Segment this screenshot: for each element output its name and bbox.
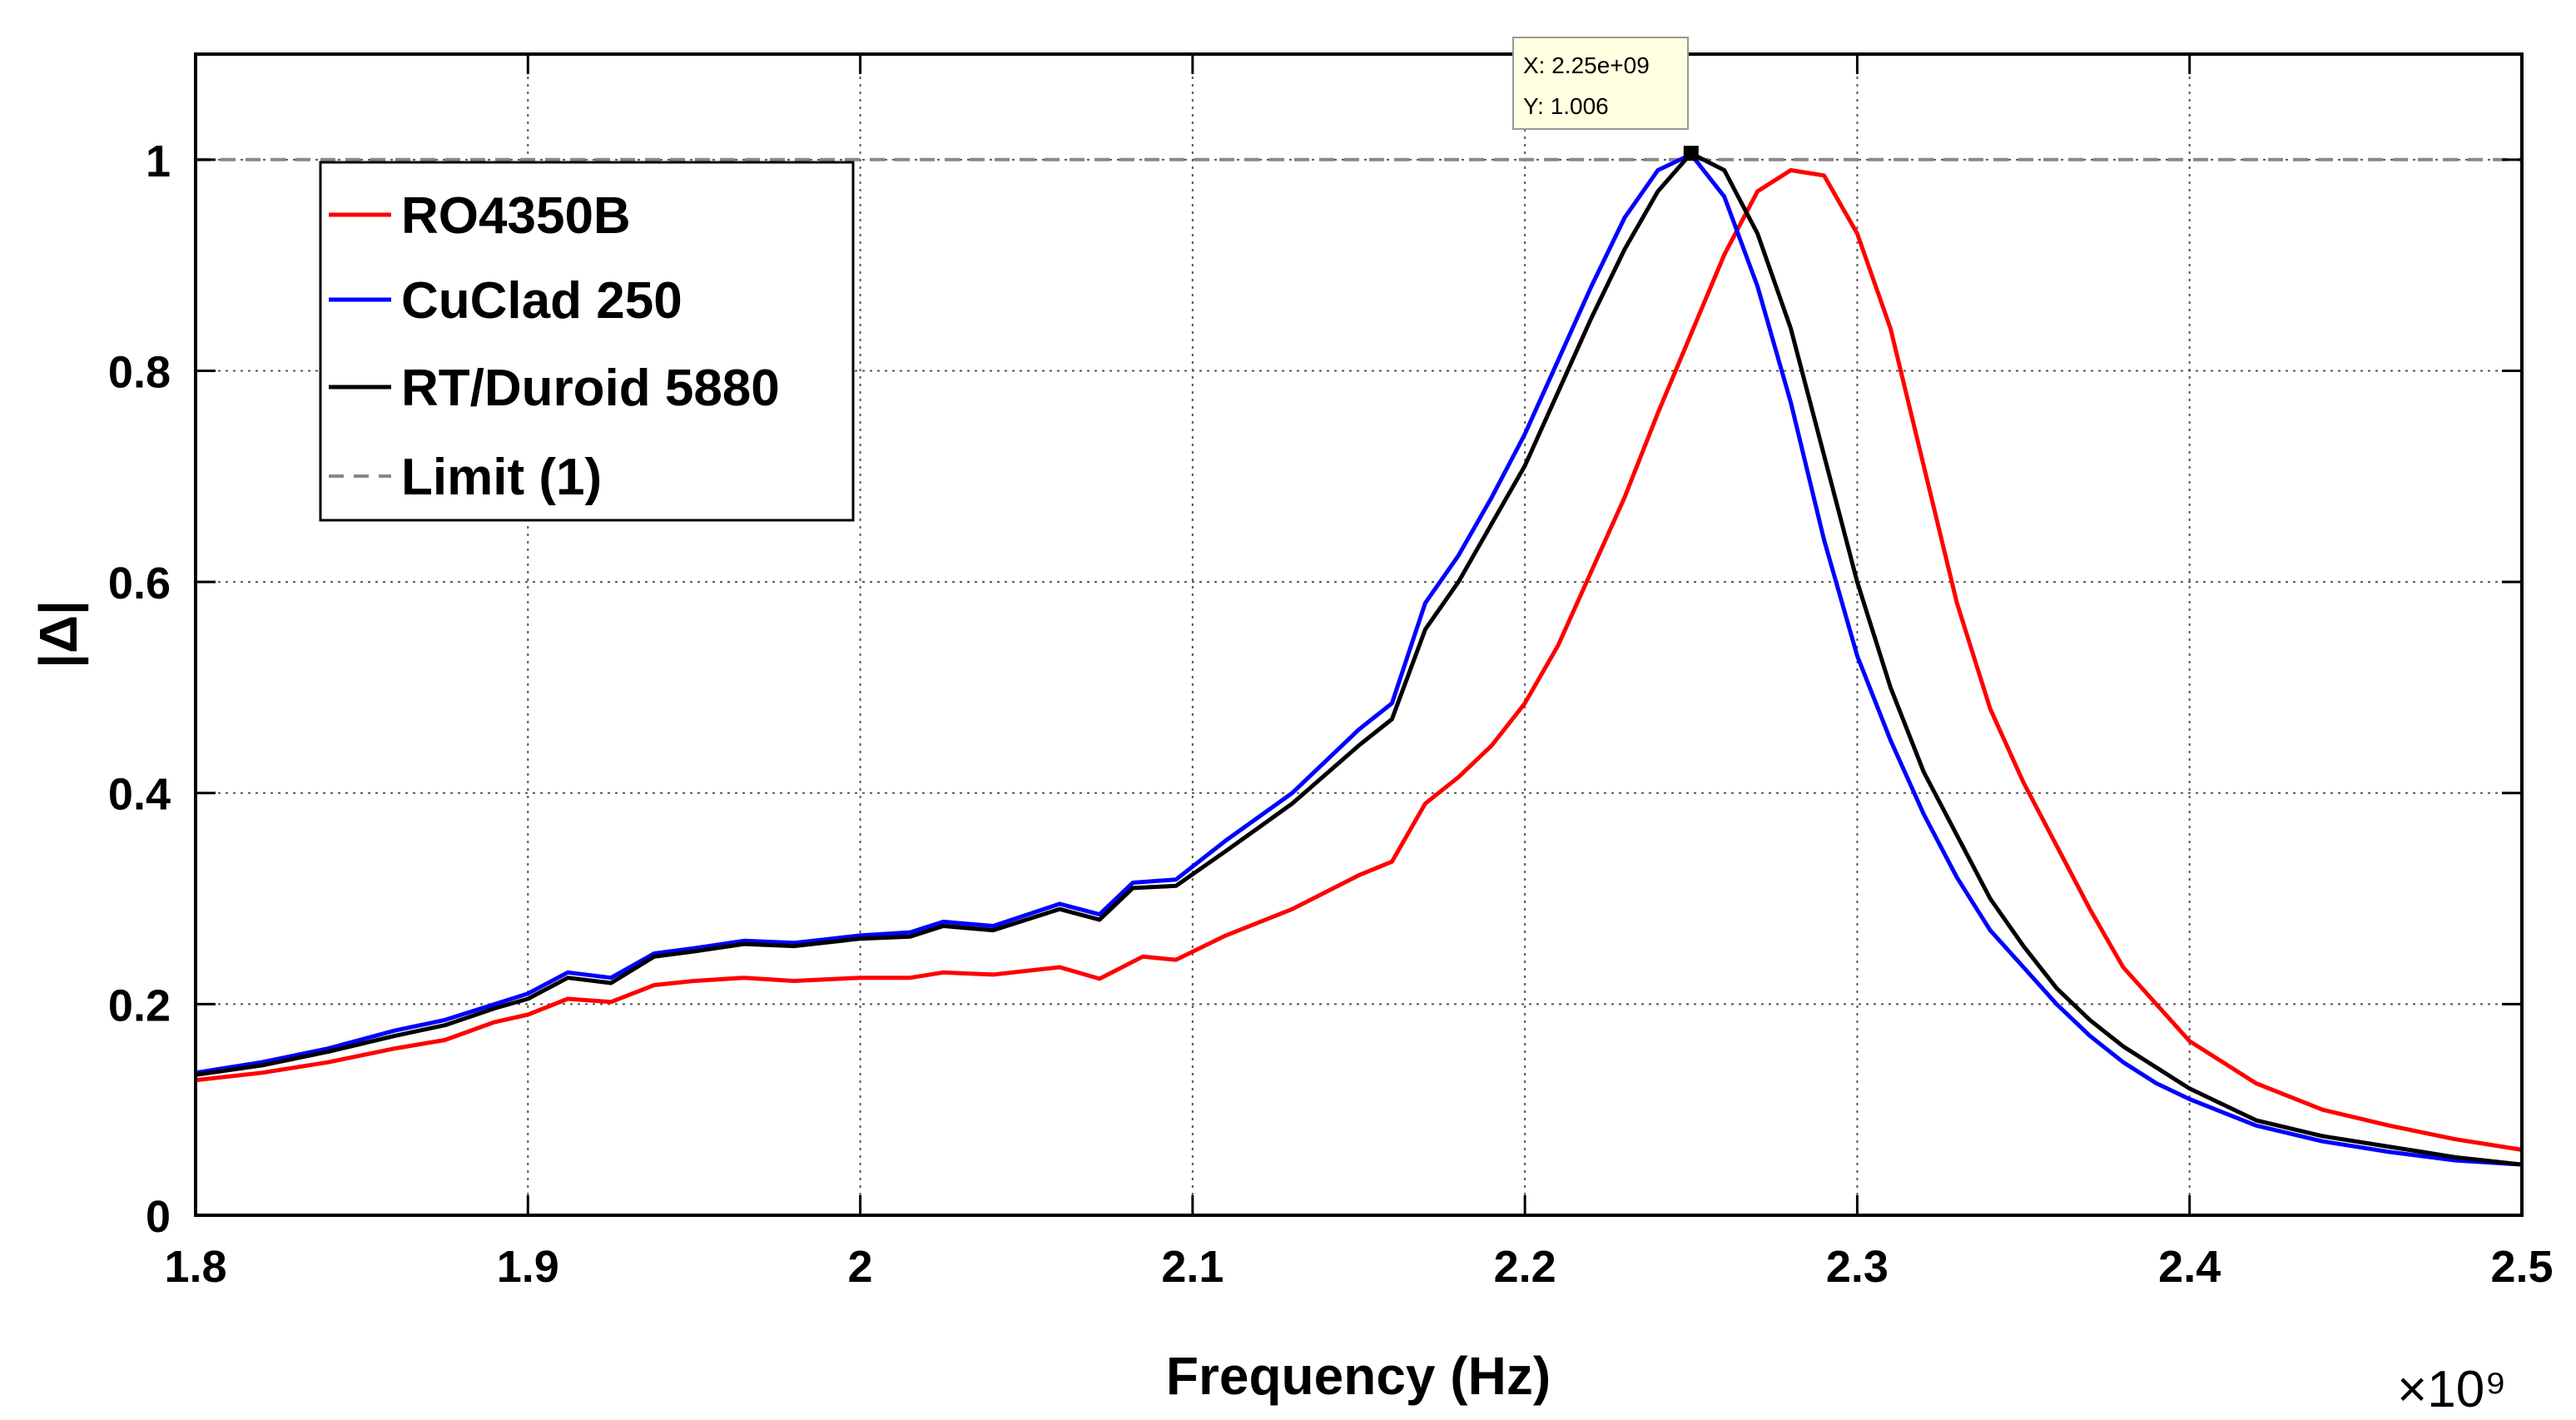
y-tick-label: 0.2 [108,981,171,1030]
series-line-ro4350b [195,168,2523,1152]
x-tick-label: 2.5 [2490,1242,2553,1292]
x-tick-label: 2 [848,1242,873,1292]
legend-label: CuClad 250 [401,272,682,330]
data-tip-x: X: 2.25e+09 [1523,52,1650,78]
x-tick-label: 2.4 [2158,1242,2221,1292]
y-tick-labels: 0 0.2 0.4 0.6 0.8 1 [108,137,171,1242]
plot-frame [194,52,2524,1217]
x-tick-label: 2.3 [1826,1242,1889,1292]
data-tip-y: Y: 1.006 [1523,93,1609,119]
y-tick-label: 0 [146,1192,171,1242]
y-tick-label: 0.8 [108,347,171,397]
ticks [194,54,2524,1217]
x-tick-label: 2.1 [1161,1242,1223,1292]
data-tip[interactable]: X: 2.25e+09 Y: 1.006 [1512,37,1699,161]
legend-label: RO4350B [401,187,631,245]
series-layer [195,151,2523,1167]
data-tip-box [1512,37,1689,130]
series-line-cuclad-250 [195,152,2523,1167]
x-tick-labels: 1.8 1.9 2 2.1 2.2 2.3 2.4 2.5 [164,1242,2553,1292]
legend-label: RT/Duroid 5880 [401,360,780,417]
y-axis-label: |Δ| [28,600,89,668]
x-tick-label: 1.9 [497,1242,559,1292]
x-multiplier-label: ×10⁹ [2397,1361,2507,1418]
x-tick-label: 2.2 [1494,1242,1556,1292]
x-axis-label: Frequency (Hz) [1166,1346,1551,1406]
series-line-rt-duroid-5880 [195,151,2523,1167]
y-tick-label: 1 [146,137,171,186]
y-tick-label: 0.6 [108,559,171,608]
legend: RO4350B CuClad 250 RT/Duroid 5880 Limit (1) [319,161,855,522]
legend-box [319,161,855,522]
legend-label: Limit (1) [401,449,602,506]
y-tick-label: 0.4 [108,770,171,820]
data-tip-marker[interactable] [1683,146,1699,161]
x-tick-label: 1.8 [164,1242,226,1292]
